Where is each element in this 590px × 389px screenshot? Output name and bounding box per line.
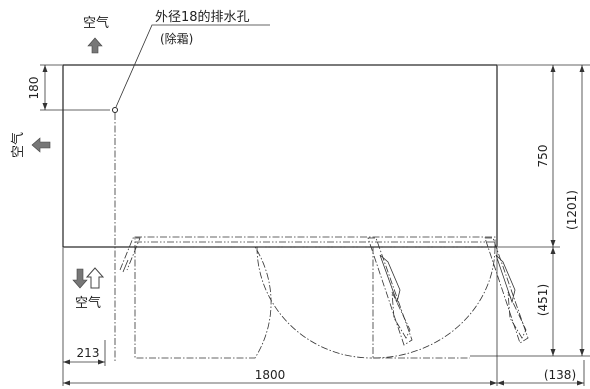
door-2-swing-arc [256, 246, 373, 359]
dim-213-arrow-left [63, 359, 70, 365]
dim-180-label: 180 [27, 77, 41, 100]
dim-138-label: (138) [544, 368, 576, 382]
drain-leader-line [115, 24, 270, 108]
dim-750-arrow-top [550, 65, 556, 72]
dim-1800-arrow-right [490, 380, 497, 386]
dim-213-label: 213 [77, 346, 100, 360]
dim-451-label: (451) [536, 284, 550, 316]
air-down-arrow-icon [72, 268, 88, 289]
dim-138-arrow-left [497, 380, 504, 386]
air-top-label: 空气 [83, 15, 109, 31]
air-left-arrow-icon [31, 137, 51, 153]
air-up-hollow-arrow-icon [85, 267, 105, 289]
dim-750-label: 750 [536, 145, 550, 168]
door-opened-mid [367, 237, 413, 346]
drain-hole-label: 外径18的排水孔 [155, 9, 250, 25]
dim-750-arrow-bottom [550, 240, 556, 247]
door-opened-left [119, 237, 141, 273]
air-left-label: 空气 [10, 132, 26, 158]
dim-1201-arrow-top [579, 65, 585, 72]
dim-138-arrow-right [577, 380, 584, 386]
dim-451-arrow-bottom [550, 349, 556, 356]
door-1-swing-arc [134, 246, 272, 359]
air-up-arrow-icon [87, 37, 103, 54]
dim-1800-arrow-left [63, 380, 70, 386]
dim-451-arrow-top [550, 247, 556, 254]
dim-1201-label: (1201) [565, 190, 579, 230]
air-bottom-label: 空气 [75, 295, 101, 311]
defrost-label: (除霜) [160, 31, 193, 46]
dim-1201-arrow-bottom [579, 349, 585, 356]
drain-hole [112, 107, 118, 113]
dim-180-arrow-top [42, 65, 48, 72]
dim-213-arrow-right [98, 359, 105, 365]
door-3-swing-arc [372, 246, 496, 359]
dim-1800-label: 1800 [255, 368, 286, 382]
door-opened-right [484, 237, 529, 344]
cabinet-outline [62, 64, 498, 248]
dim-180-arrow-bottom [42, 103, 48, 110]
